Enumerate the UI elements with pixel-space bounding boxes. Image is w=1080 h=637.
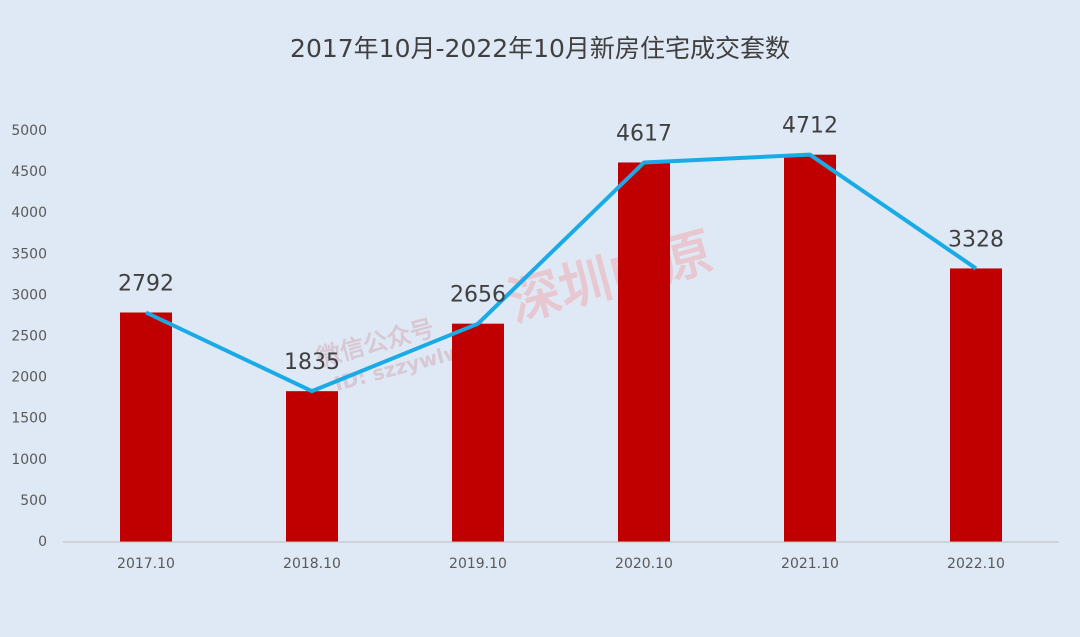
bar (452, 323, 504, 542)
y-tick-label: 4500 (11, 164, 47, 180)
y-tick-label: 500 (20, 493, 47, 509)
bar (950, 268, 1002, 542)
y-tick-label: 3000 (11, 287, 47, 303)
x-tick-label: 2021.10 (781, 556, 839, 572)
x-tick-label: 2017.10 (117, 556, 175, 572)
y-tick-label: 1500 (11, 411, 47, 427)
y-tick-label: 0 (38, 534, 47, 550)
x-tick-label: 2018.10 (283, 556, 341, 572)
data-label: 4617 (616, 121, 672, 146)
data-label: 4712 (782, 114, 838, 139)
y-tick-label: 4000 (11, 205, 47, 221)
bar (784, 154, 836, 543)
x-tick-label: 2022.10 (947, 556, 1005, 572)
y-tick-label: 2000 (11, 370, 47, 386)
line (145, 152, 978, 394)
y-tick-label: 3500 (11, 246, 47, 262)
data-label: 2792 (118, 271, 174, 296)
bar (286, 391, 338, 542)
chart-title: 2017年10月-2022年10月新房住宅成交套数 (290, 34, 790, 63)
y-tick-label: 2500 (11, 329, 47, 345)
y-tick-label: 5000 (11, 123, 47, 139)
bar (120, 312, 172, 542)
x-tick-label: 2020.10 (615, 556, 673, 572)
data-label: 2656 (450, 283, 506, 308)
bar (618, 162, 670, 542)
data-label: 1835 (284, 350, 340, 375)
y-tick-label: 1000 (11, 452, 47, 468)
data-label: 3328 (948, 227, 1004, 252)
x-tick-label: 2019.10 (449, 556, 507, 572)
